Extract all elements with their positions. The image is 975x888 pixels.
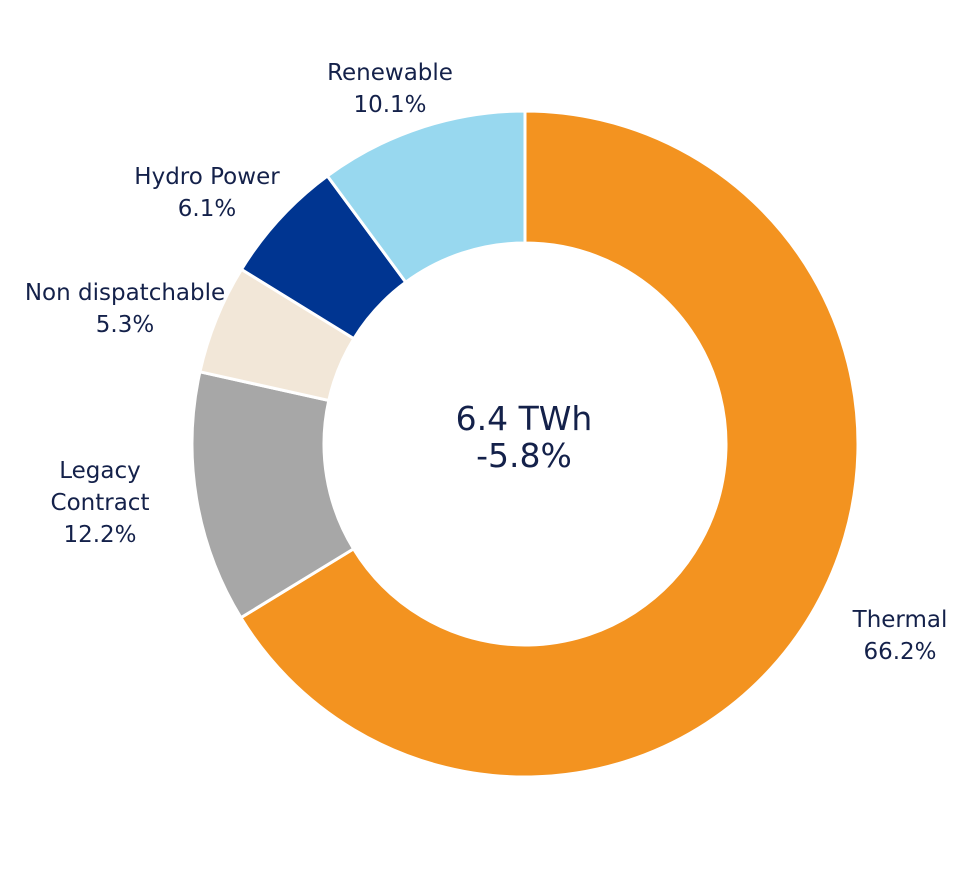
slice-label-hydro-power: Hydro Power 6.1% xyxy=(117,161,297,225)
slice-name-line-1: Legacy xyxy=(59,458,141,484)
slice-label-thermal: Thermal 66.2% xyxy=(840,604,960,668)
slice-label-non-dispatchable: Non dispatchable 5.3% xyxy=(20,277,230,341)
slice-name: Thermal xyxy=(852,607,948,633)
slice-value: 10.1% xyxy=(353,92,427,118)
slice-name: Hydro Power xyxy=(134,164,280,190)
slice-label-legacy-contract: Legacy Contract 12.2% xyxy=(40,455,160,551)
slice-name: Non dispatchable xyxy=(24,280,226,306)
slice-name-line-2: Contract xyxy=(50,490,150,516)
total-value: 6.4 TWh xyxy=(455,399,593,438)
donut-slice-thermal xyxy=(238,109,860,779)
slice-value: 66.2% xyxy=(863,639,937,665)
slice-value: 5.3% xyxy=(95,312,155,338)
slice-name: Renewable xyxy=(327,60,453,86)
slice-value: 6.1% xyxy=(177,196,237,222)
slice-value: 12.2% xyxy=(63,522,137,548)
donut-center-label: 6.4 TWh -5.8% xyxy=(404,400,644,474)
slice-label-renewable: Renewable 10.1% xyxy=(310,57,470,121)
donut-slice-renewable xyxy=(325,109,527,285)
total-change: -5.8% xyxy=(476,436,572,475)
